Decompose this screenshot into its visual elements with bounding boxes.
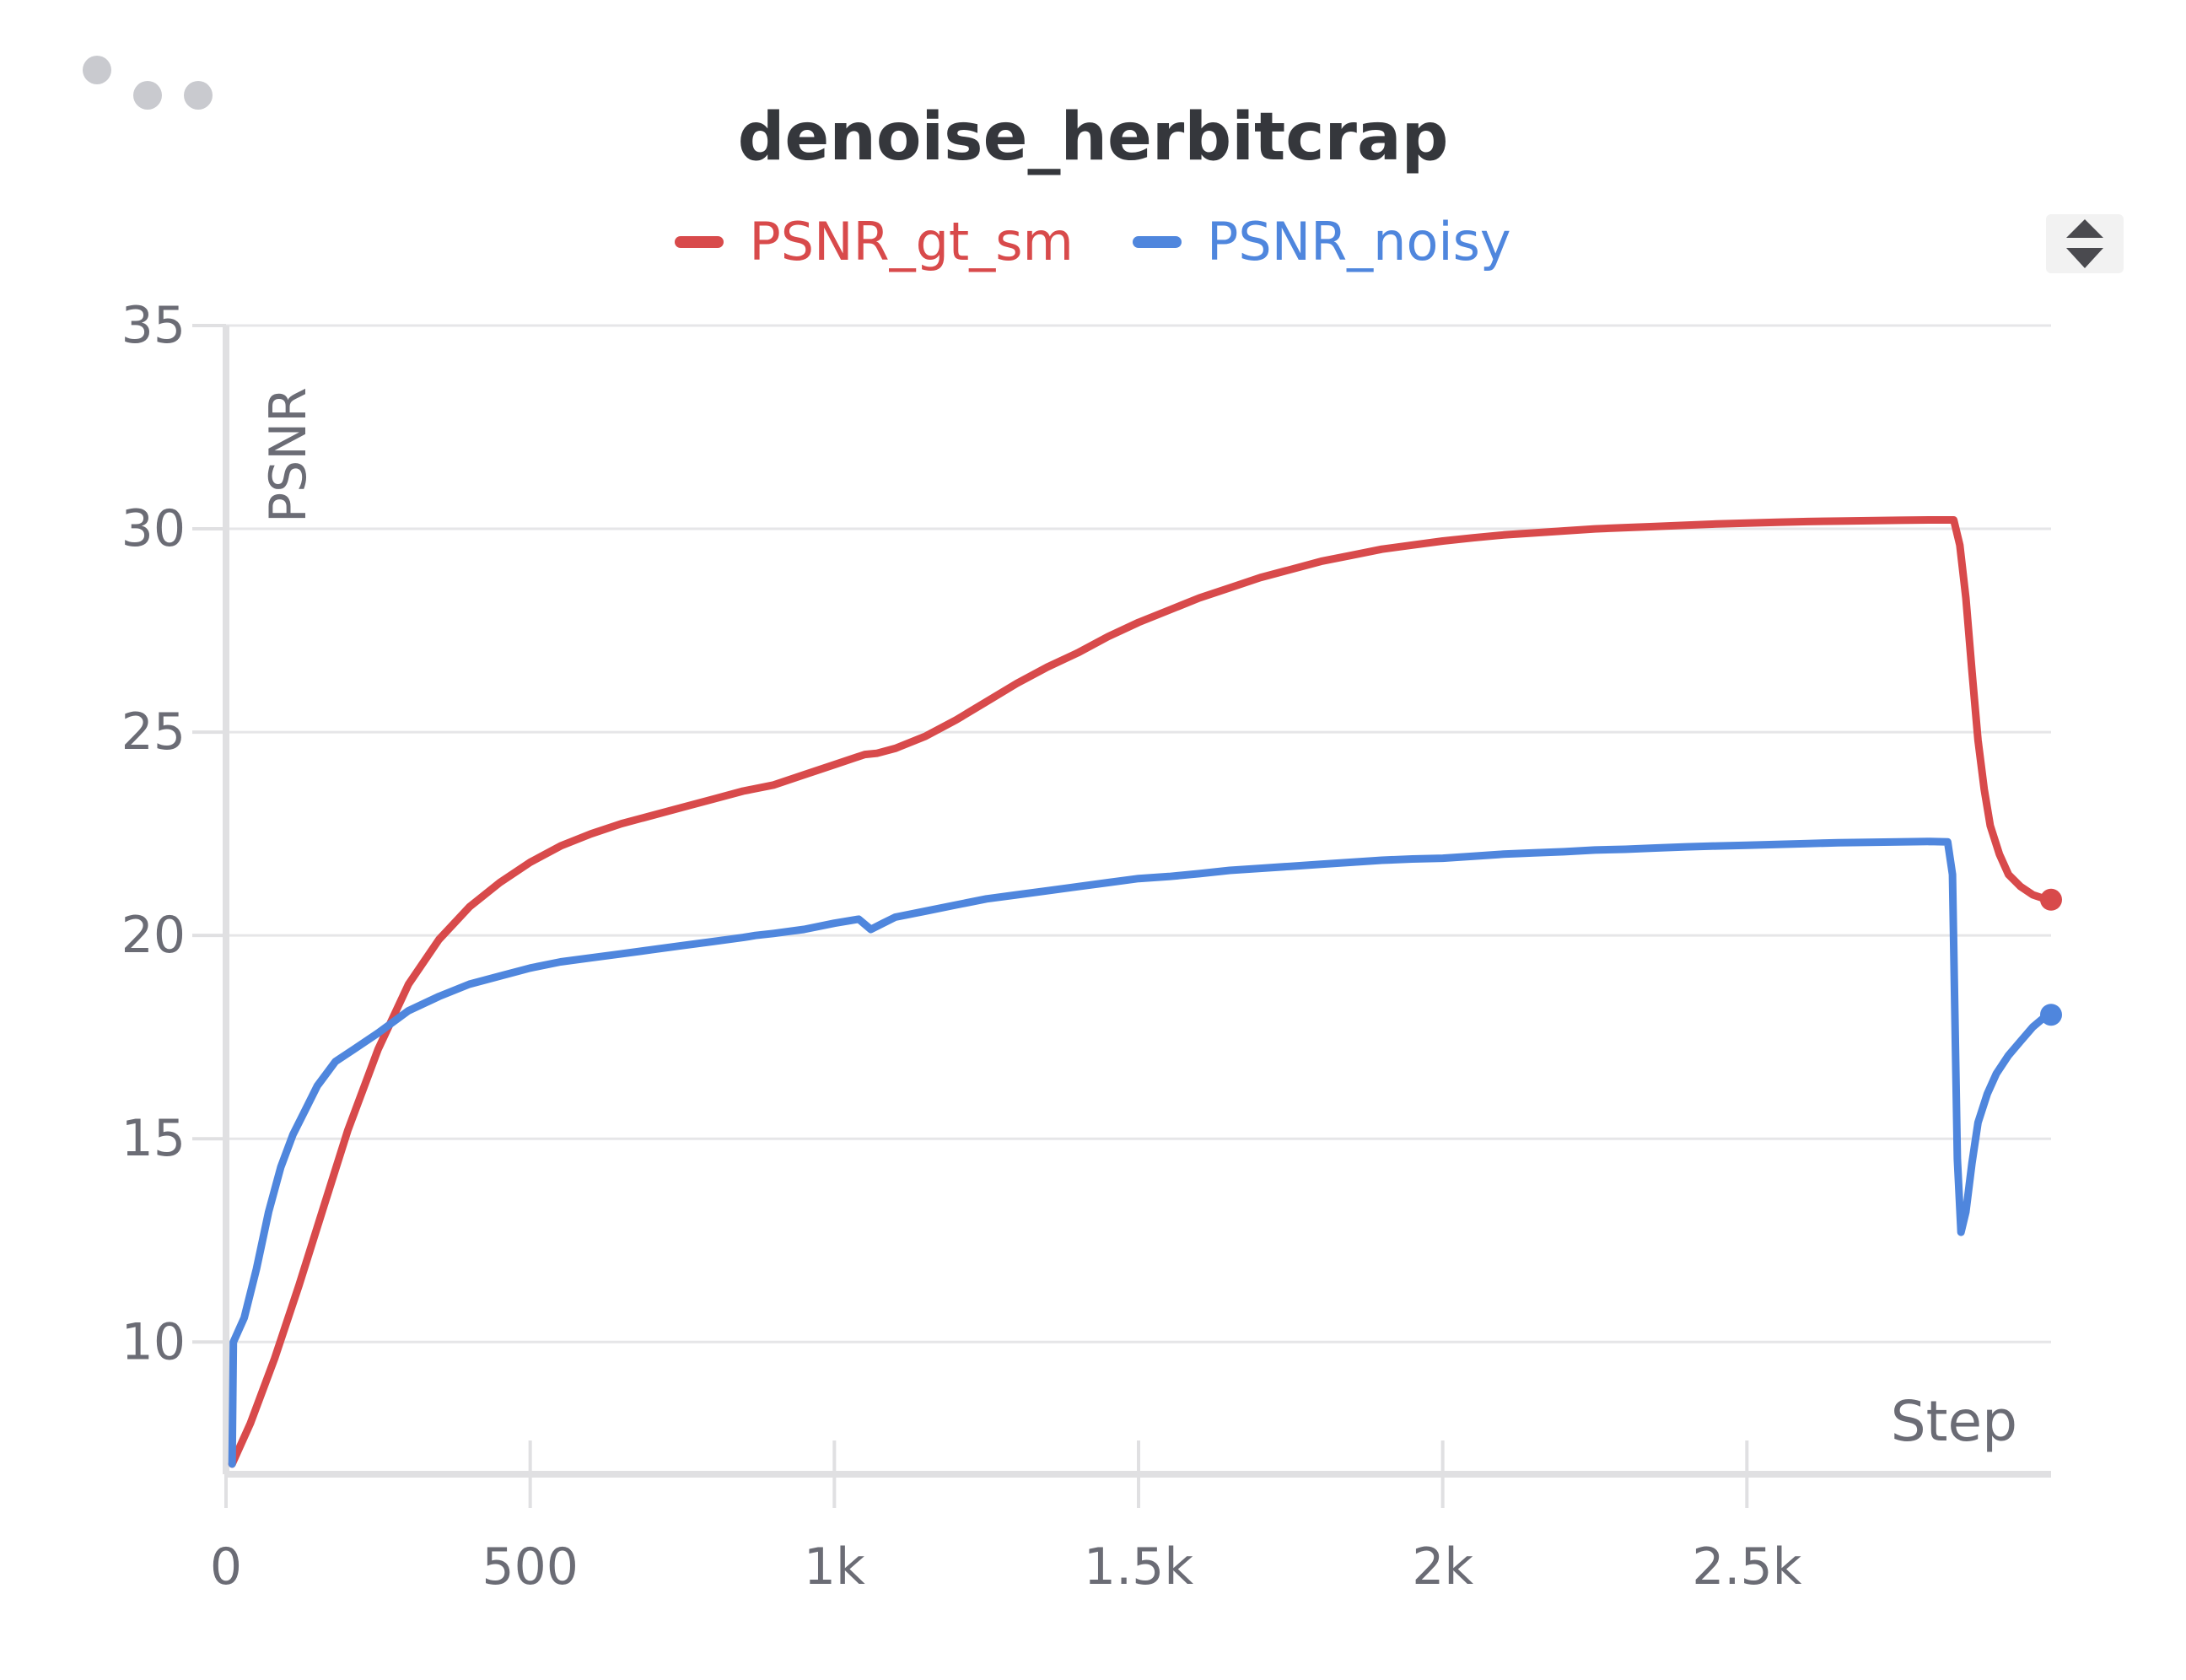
legend-item-psnr-gt-sm[interactable]: PSNR_gt_sm: [675, 211, 1074, 272]
y-tick-label: 10: [121, 1312, 186, 1371]
tick-labels: 10 15 20 25 30 35 0 500 1k 1.5k 2k 2.5k: [121, 296, 1802, 1597]
legend-label: PSNR_noisy: [1206, 211, 1511, 272]
y-tick-label: 30: [121, 499, 186, 558]
legend-item-psnr-noisy[interactable]: PSNR_noisy: [1132, 211, 1511, 272]
series-line-psnr-noisy: [228, 837, 2055, 1468]
grid-lines: [226, 324, 2051, 1343]
legend-label: PSNR_gt_sm: [749, 211, 1074, 272]
axes: [192, 324, 2051, 1508]
dot: [83, 56, 111, 84]
x-axis-label: Step: [1891, 1389, 2017, 1454]
y-tick-label: 25: [121, 703, 186, 762]
more-dots-icon[interactable]: [76, 51, 228, 118]
sort-arrows-glyph: [2065, 219, 2105, 268]
legend-swatch: [1132, 235, 1182, 248]
dot: [133, 81, 162, 110]
sort-arrows-icon[interactable]: [2046, 214, 2124, 273]
chart-title: denoise_herbitcrap: [737, 100, 1449, 175]
series-line-psnr-gt-sm: [228, 516, 2055, 1468]
legend-swatch: [675, 235, 724, 248]
x-tick-label: 1.5k: [1084, 1537, 1193, 1597]
x-tick-label: 1k: [804, 1537, 865, 1597]
x-tick-label: 500: [482, 1537, 579, 1597]
chart-legend: PSNR_gt_sm PSNR_noisy: [0, 211, 2186, 272]
series-lines: [228, 516, 2062, 1468]
y-tick-label: 20: [121, 906, 186, 965]
x-tick-label: 2k: [1412, 1537, 1473, 1597]
dot: [184, 81, 213, 110]
y-tick-label: 35: [121, 296, 186, 355]
x-tick-label: 0: [210, 1537, 242, 1597]
y-axis-label: PSNR: [259, 387, 318, 523]
y-tick-label: 15: [121, 1109, 186, 1168]
x-tick-label: 2.5k: [1692, 1537, 1801, 1597]
series-end-point: [2040, 888, 2062, 911]
series-end-point: [2040, 1004, 2062, 1026]
